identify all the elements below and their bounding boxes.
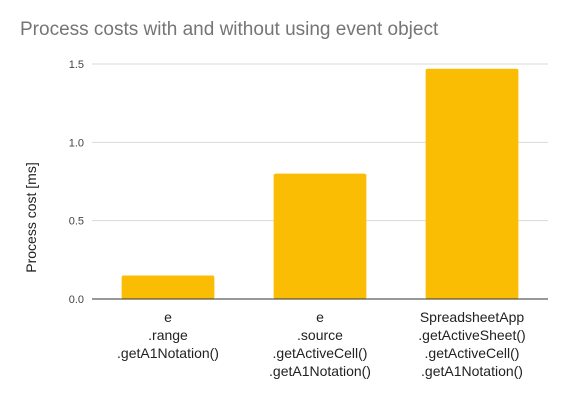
bar — [425, 68, 519, 299]
x-category-label: e .range .getA1Notation() — [117, 309, 219, 361]
y-axis-ticks: 0.0 0.5 1.0 1.5 — [69, 59, 84, 306]
chart-title: Process costs with and without using eve… — [20, 19, 439, 40]
bar — [121, 275, 215, 299]
y-tick-label: 1.5 — [69, 59, 84, 71]
y-tick-label: 0.0 — [69, 294, 84, 306]
y-tick-label: 0.5 — [69, 216, 84, 228]
x-axis-category-labels: e .range .getA1Notation() e .source .getActiv… — [117, 309, 526, 379]
x-category-label: e .source .getActiveCell() .getA1Notation() — [269, 309, 371, 379]
y-tick-label: 1.0 — [69, 137, 84, 149]
bar — [273, 173, 367, 299]
bars — [121, 68, 519, 299]
y-axis-title: Process cost [ms] — [23, 162, 39, 272]
x-category-label: SpreadsheetApp .getActiveSheet() .getActiv… — [418, 309, 525, 379]
